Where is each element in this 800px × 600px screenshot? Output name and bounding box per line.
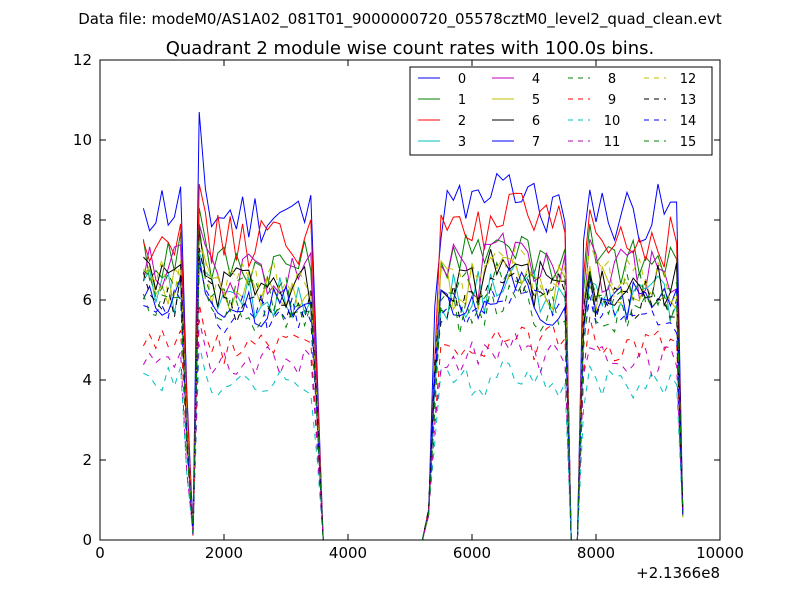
legend-label-module-12: 12 (680, 72, 697, 87)
legend-label-module-11: 11 (604, 135, 621, 150)
x-tick-label: 0 (95, 544, 105, 562)
chart-title: Quadrant 2 module wise count rates with … (166, 38, 655, 59)
legend-label-module-2: 2 (458, 114, 466, 129)
series-line-module-11 (142, 319, 684, 540)
x-tick-label: 6000 (453, 544, 491, 562)
x-tick-label: 10000 (696, 544, 744, 562)
legend-label-module-1: 1 (458, 93, 466, 108)
series-line-module-1 (142, 207, 684, 540)
legend-label-module-4: 4 (532, 72, 540, 87)
series-layer (142, 111, 684, 540)
y-tick-label: 0 (82, 531, 92, 549)
legend-label-module-0: 0 (458, 72, 466, 87)
legend-label-module-6: 6 (532, 114, 540, 129)
y-tick-label: 10 (73, 131, 92, 149)
series-line-module-3 (142, 251, 684, 540)
legend-frame (409, 66, 713, 156)
legend-label-module-8: 8 (608, 72, 616, 87)
suptitle: Data file: modeM0/AS1A02_081T01_90000007… (78, 10, 722, 29)
legend-label-module-5: 5 (532, 93, 540, 108)
legend-label-module-9: 9 (608, 93, 616, 108)
y-tick-label: 4 (82, 371, 92, 389)
series-line-module-9 (142, 303, 684, 540)
legend-label-module-10: 10 (604, 114, 621, 129)
series-line-module-7 (142, 255, 684, 540)
legend-label-module-15: 15 (680, 135, 697, 150)
legend-label-module-7: 7 (532, 135, 540, 150)
x-offset-label: +2.1366e8 (636, 564, 720, 582)
series-line-module-4 (142, 223, 684, 540)
x-tick-label: 2000 (205, 544, 243, 562)
series-line-module-12 (143, 242, 684, 540)
legend-label-module-13: 13 (680, 93, 697, 108)
x-tick-label: 8000 (577, 544, 615, 562)
series-line-module-14 (143, 263, 684, 540)
series-line-module-2 (142, 183, 684, 540)
legend-label-module-14: 14 (680, 114, 697, 129)
y-tick-label: 12 (73, 51, 92, 69)
x-axis: 0 2000 4000 6000 8000 10000 (95, 60, 744, 562)
y-tick-label: 8 (82, 211, 92, 229)
legend-label-module-3: 3 (458, 135, 466, 150)
x-tick-label: 4000 (329, 544, 367, 562)
y-tick-label: 6 (82, 291, 92, 309)
y-tick-label: 2 (82, 451, 92, 469)
series-line-module-0 (142, 111, 684, 540)
